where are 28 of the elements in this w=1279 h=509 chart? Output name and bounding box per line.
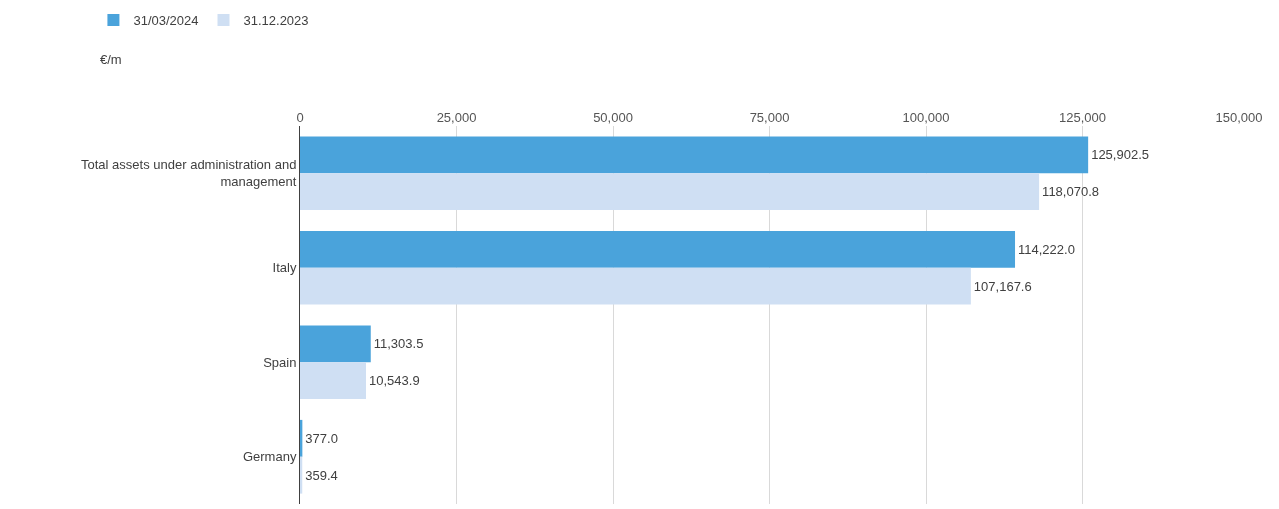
bar (300, 362, 366, 400)
bar (300, 325, 371, 363)
legend-label: 31.12.2023 (243, 13, 309, 29)
bar (300, 136, 1089, 174)
y-tick-label: Italy (272, 260, 297, 276)
y-tick-label: Total assets under administration and management (81, 157, 297, 190)
x-tick-label: 25,000 (436, 110, 477, 126)
bar (300, 173, 1040, 211)
x-tick-label: 100,000 (902, 110, 950, 126)
x-tick-label: 75,000 (749, 110, 790, 126)
data-label: 377.0 (305, 430, 338, 446)
text: €/m (100, 52, 122, 67)
data-label: 118,070.8 (1042, 184, 1099, 200)
x-tick-label: 125,000 (1059, 110, 1106, 126)
data-label: 107,167.6 (973, 278, 1032, 294)
data-label: 359.4 (305, 467, 338, 483)
legend-label: 31/03/2024 (133, 13, 199, 29)
x-tick-label: 0 (296, 110, 304, 126)
y-tick-label: Spain (263, 354, 297, 370)
bar (300, 230, 1016, 268)
data-label: 125,902.5 (1091, 147, 1149, 163)
data-label: 114,222.0 (1018, 241, 1075, 257)
data-label: 11,303.5 (373, 336, 424, 352)
data-label: 10,543.9 (369, 373, 420, 389)
x-tick-label: 150,000 (1215, 110, 1263, 126)
bar (300, 267, 971, 305)
y-tick-label: Germany (242, 449, 297, 465)
x-tick-label: 50,000 (593, 110, 633, 126)
